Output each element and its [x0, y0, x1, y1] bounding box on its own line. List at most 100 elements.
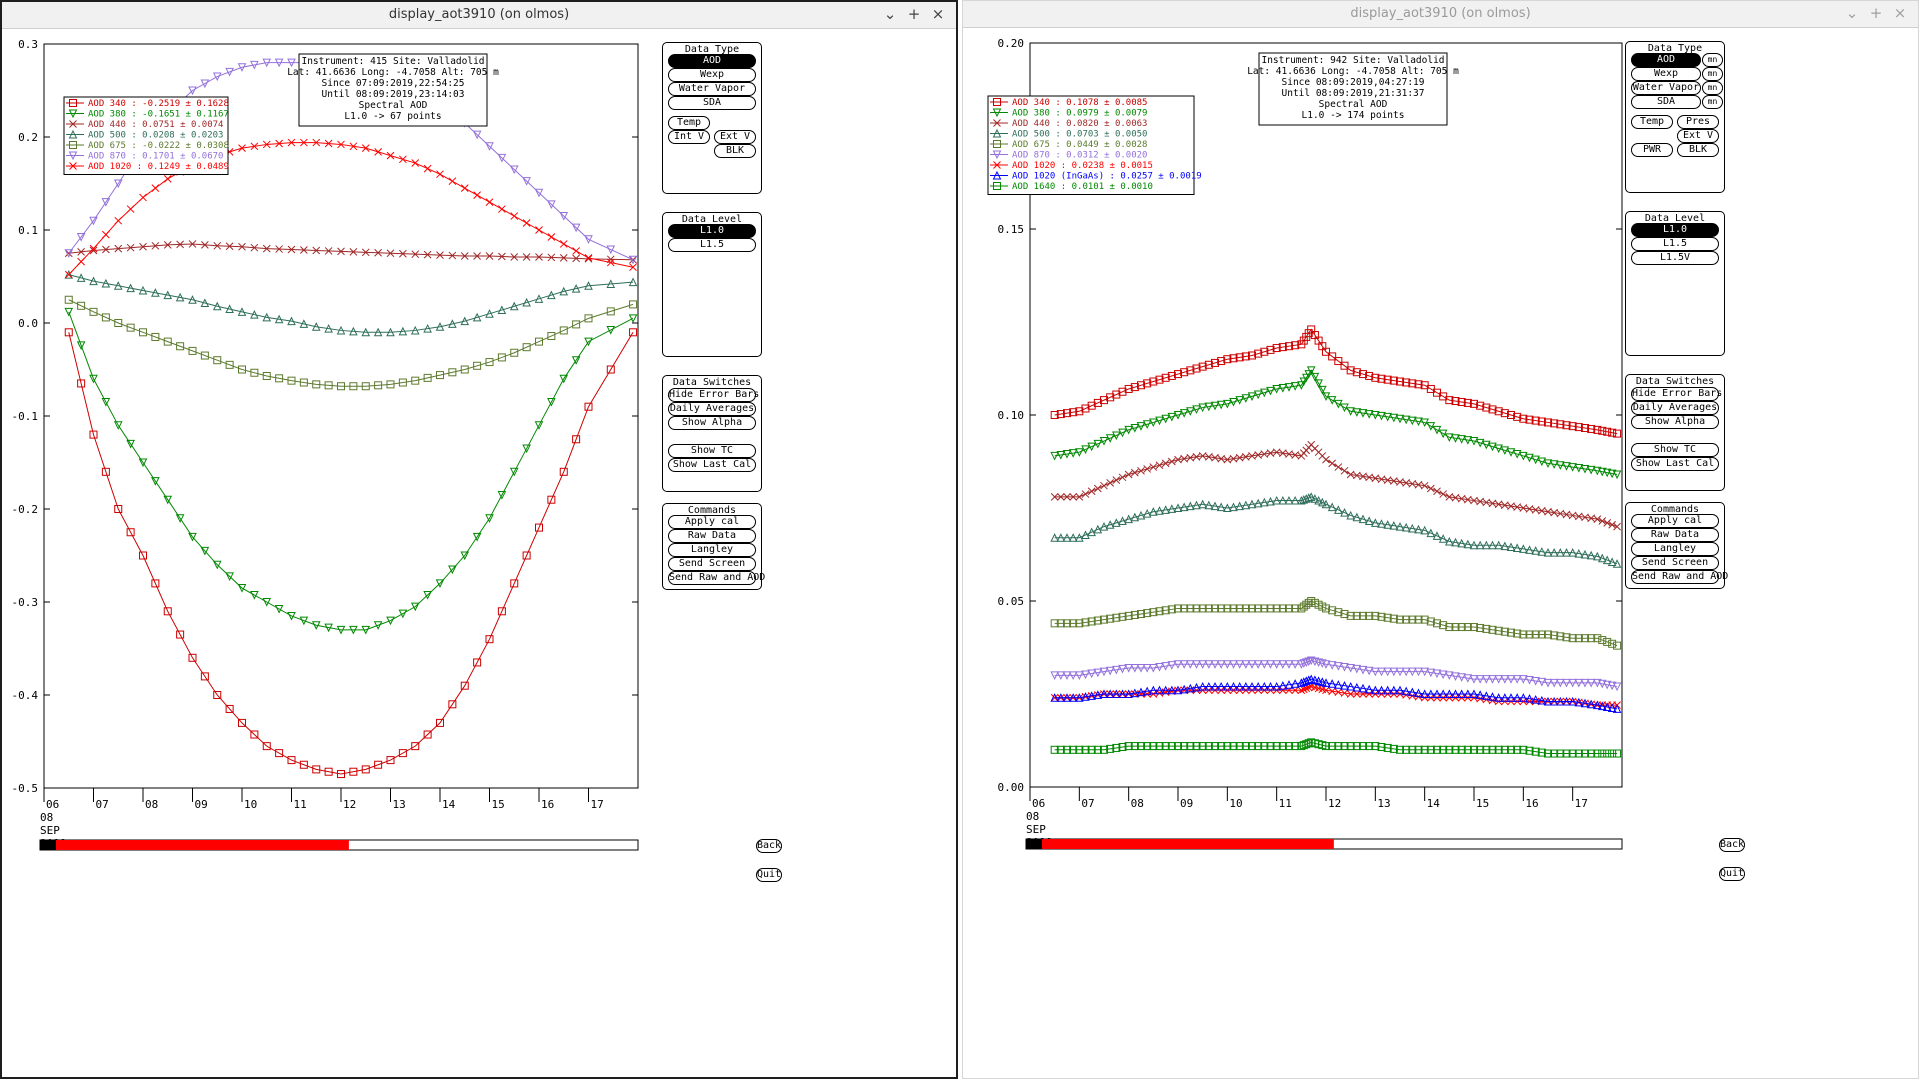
data-point	[1204, 660, 1214, 669]
data-point	[1613, 522, 1621, 531]
langley-button[interactable]: Langley	[1631, 542, 1719, 556]
apply-cal-button[interactable]: Apply cal	[668, 515, 756, 529]
data-type-sda-button[interactable]: SDA	[1631, 95, 1701, 109]
send-screen-button[interactable]: Send Screen	[1631, 556, 1719, 570]
data-point	[1229, 742, 1238, 751]
ext-v-button[interactable]: Ext V	[1677, 129, 1719, 143]
data-point	[1328, 687, 1337, 696]
send-raw-and-aod-button[interactable]: Send Raw and AOD	[668, 571, 766, 585]
level-l1-0-button[interactable]: L1.0	[1631, 223, 1719, 237]
blk-button[interactable]: BLK	[714, 144, 756, 158]
maximize-icon[interactable]: +	[907, 5, 921, 23]
data-type-wexp-button[interactable]: Wexp	[1631, 67, 1701, 81]
blk-button[interactable]: BLK	[1677, 143, 1719, 157]
hide-error-bars-button[interactable]: Hide Error Bars	[668, 388, 760, 402]
data-point	[1235, 396, 1244, 405]
data-point	[1352, 368, 1361, 377]
level-l1-5-button[interactable]: L1.5	[1631, 237, 1719, 251]
mn-toggle-button[interactable]: mn	[1702, 53, 1723, 67]
minimize-icon[interactable]: ⌄	[1845, 4, 1859, 22]
show-tc-button[interactable]: Show TC	[1631, 443, 1719, 457]
level-l1-5-button[interactable]: L1.5	[668, 238, 756, 252]
window-titlebar[interactable]: display_aot3910 (on olmos) ⌄ + ×	[2, 2, 956, 29]
data-point	[126, 243, 135, 252]
data-type-water-vapor-button[interactable]: Water Vapor	[668, 82, 756, 96]
close-icon[interactable]: ×	[1893, 4, 1907, 22]
ext-v-button[interactable]: Ext V	[714, 130, 756, 144]
info-line: Lat: 41.6636 Long: -4.7058 Alt: 705 m	[1247, 66, 1459, 77]
data-point	[497, 305, 507, 314]
show-alpha-button[interactable]: Show Alpha	[1631, 415, 1719, 429]
data-type-wexp-button[interactable]: Wexp	[668, 68, 756, 82]
data-point	[1562, 548, 1571, 557]
data-point	[275, 749, 284, 758]
data-point	[510, 348, 519, 357]
data-type-aod-button[interactable]: AOD	[1631, 53, 1701, 67]
minimize-icon[interactable]: ⌄	[883, 5, 897, 23]
temp-button[interactable]: Temp	[1631, 115, 1673, 129]
back-button[interactable]: Back	[756, 839, 782, 853]
level-l1-0-button[interactable]: L1.0	[668, 224, 756, 238]
data-point	[126, 439, 135, 449]
show-alpha-button[interactable]: Show Alpha	[668, 416, 756, 430]
info-line: Instrument: 415 Site: Valladolid	[301, 56, 484, 67]
data-point	[398, 378, 407, 387]
level-l1-5v-button[interactable]: L1.5V	[1631, 251, 1719, 265]
show-tc-button[interactable]: Show TC	[668, 444, 756, 458]
close-icon[interactable]: ×	[931, 5, 945, 23]
data-point	[1603, 749, 1612, 758]
data-point	[1395, 414, 1405, 424]
send-screen-button[interactable]: Send Screen	[668, 557, 756, 571]
window-titlebar[interactable]: display_aot3910 (on olmos) ⌄ + ×	[963, 1, 1918, 28]
temp-button[interactable]: Temp	[668, 116, 710, 130]
data-type-water-vapor-button[interactable]: Water Vapor	[1631, 81, 1701, 95]
data-point	[1056, 745, 1065, 754]
mn-toggle-button[interactable]: mn	[1702, 81, 1723, 95]
data-point	[1124, 742, 1133, 751]
show-last-cal-button[interactable]: Show Last Cal	[1631, 457, 1719, 471]
daily-averages-button[interactable]: Daily Averages	[1631, 401, 1719, 415]
data-point	[1519, 504, 1528, 512]
pres-button[interactable]: Pres	[1677, 115, 1719, 129]
send-raw-and-aod-button[interactable]: Send Raw and AOD	[1631, 570, 1729, 584]
data-point	[1118, 428, 1127, 438]
data-point	[448, 319, 457, 328]
quit-button[interactable]: Quit	[756, 868, 782, 882]
data-point	[1346, 690, 1355, 698]
panel-commands: Commands	[1625, 502, 1725, 589]
hide-error-bars-button[interactable]: Hide Error Bars	[1631, 387, 1723, 401]
data-point	[238, 144, 246, 153]
int-v-button[interactable]: Int V	[668, 130, 710, 144]
data-point	[1494, 745, 1503, 754]
data-point	[1081, 445, 1090, 455]
data-point	[1432, 425, 1442, 435]
data-point	[299, 378, 308, 387]
data-point	[1216, 681, 1226, 691]
data-point	[1087, 745, 1096, 754]
show-last-cal-button[interactable]: Show Last Cal	[668, 458, 756, 472]
apply-cal-button[interactable]: Apply cal	[1631, 514, 1719, 528]
data-point	[498, 205, 506, 213]
quit-button[interactable]: Quit	[1719, 867, 1745, 881]
data-point	[1340, 466, 1349, 475]
mn-toggle-button[interactable]: mn	[1702, 95, 1723, 109]
data-point	[1500, 446, 1510, 455]
data-point	[1278, 384, 1288, 393]
data-point	[1198, 362, 1207, 371]
maximize-icon[interactable]: +	[1869, 4, 1883, 22]
data-type-sda-button[interactable]: SDA	[668, 96, 756, 110]
raw-data-button[interactable]: Raw Data	[668, 529, 756, 543]
data-point	[1180, 604, 1189, 613]
pwr-button[interactable]: PWR	[1631, 143, 1673, 157]
data-point	[1389, 667, 1399, 677]
back-button[interactable]: Back	[1719, 838, 1745, 852]
daily-averages-button[interactable]: Daily Averages	[668, 402, 756, 416]
data-point	[1050, 533, 1059, 542]
mn-toggle-button[interactable]: mn	[1702, 67, 1723, 81]
data-type-aod-button[interactable]: AOD	[668, 54, 756, 68]
data-point	[1488, 692, 1497, 701]
raw-data-button[interactable]: Raw Data	[1631, 528, 1719, 542]
data-point	[398, 749, 407, 758]
langley-button[interactable]: Langley	[668, 543, 756, 557]
data-point	[1587, 424, 1596, 433]
